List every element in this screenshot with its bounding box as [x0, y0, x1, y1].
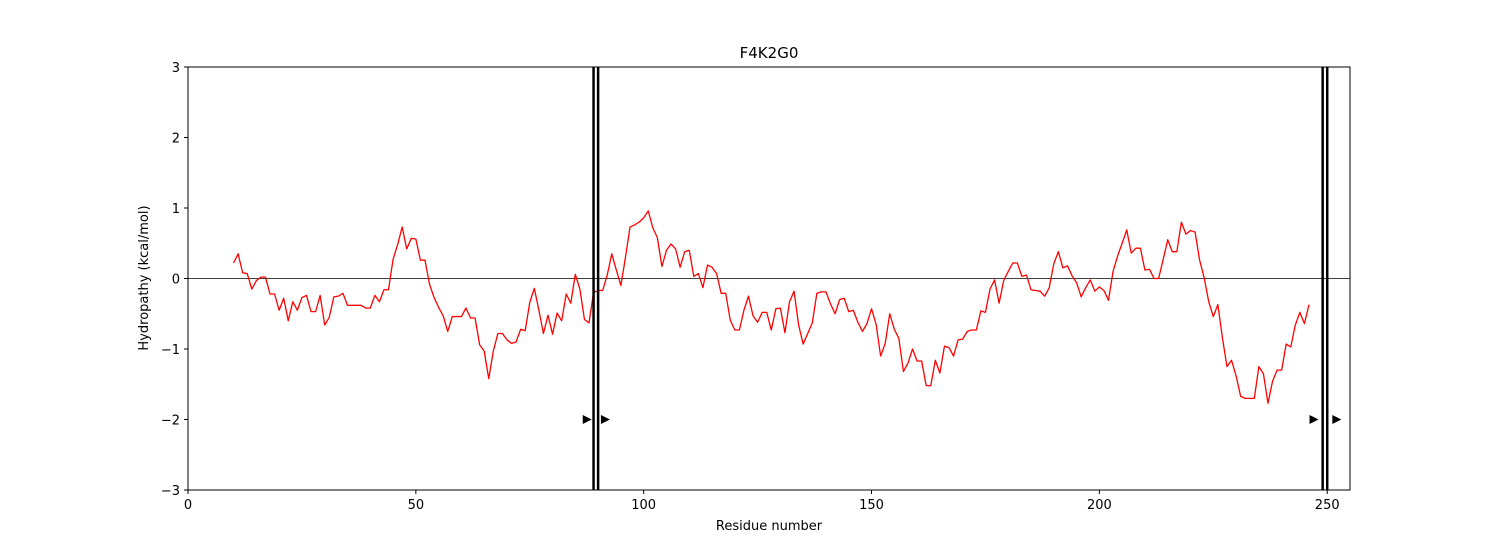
direction-marker [600, 415, 610, 424]
x-tick-label: 100 [631, 498, 656, 513]
plot-frame [187, 66, 1351, 491]
x-tick-label: 50 [408, 498, 425, 513]
y-tick-label: −1 [161, 343, 180, 358]
x-tick-label: 150 [859, 498, 884, 513]
chart-title: F4K2G0 [740, 44, 799, 62]
y-tick-label: 0 [172, 273, 180, 288]
y-tick-label: 2 [172, 132, 180, 147]
direction-marker [1309, 415, 1319, 424]
y-tick-label: −3 [161, 484, 180, 499]
x-axis-label: Residue number [716, 519, 823, 534]
y-tick-label: −2 [161, 414, 180, 429]
x-tick-label: 250 [1315, 498, 1340, 513]
x-tick-label: 200 [1087, 498, 1112, 513]
direction-marker [582, 415, 592, 424]
y-axis-label: Hydropathy (kcal/mol) [137, 205, 152, 350]
plot-layer: 0 50 100 150 200 250 −3 −2 −1 0 1 2 3 [161, 61, 1350, 513]
hydropathy-series-line [232, 210, 1310, 404]
x-tick-label: 0 [184, 498, 192, 513]
direction-marker [1332, 415, 1342, 424]
y-tick-label: 3 [172, 61, 180, 76]
y-tick-label: 1 [172, 202, 180, 217]
